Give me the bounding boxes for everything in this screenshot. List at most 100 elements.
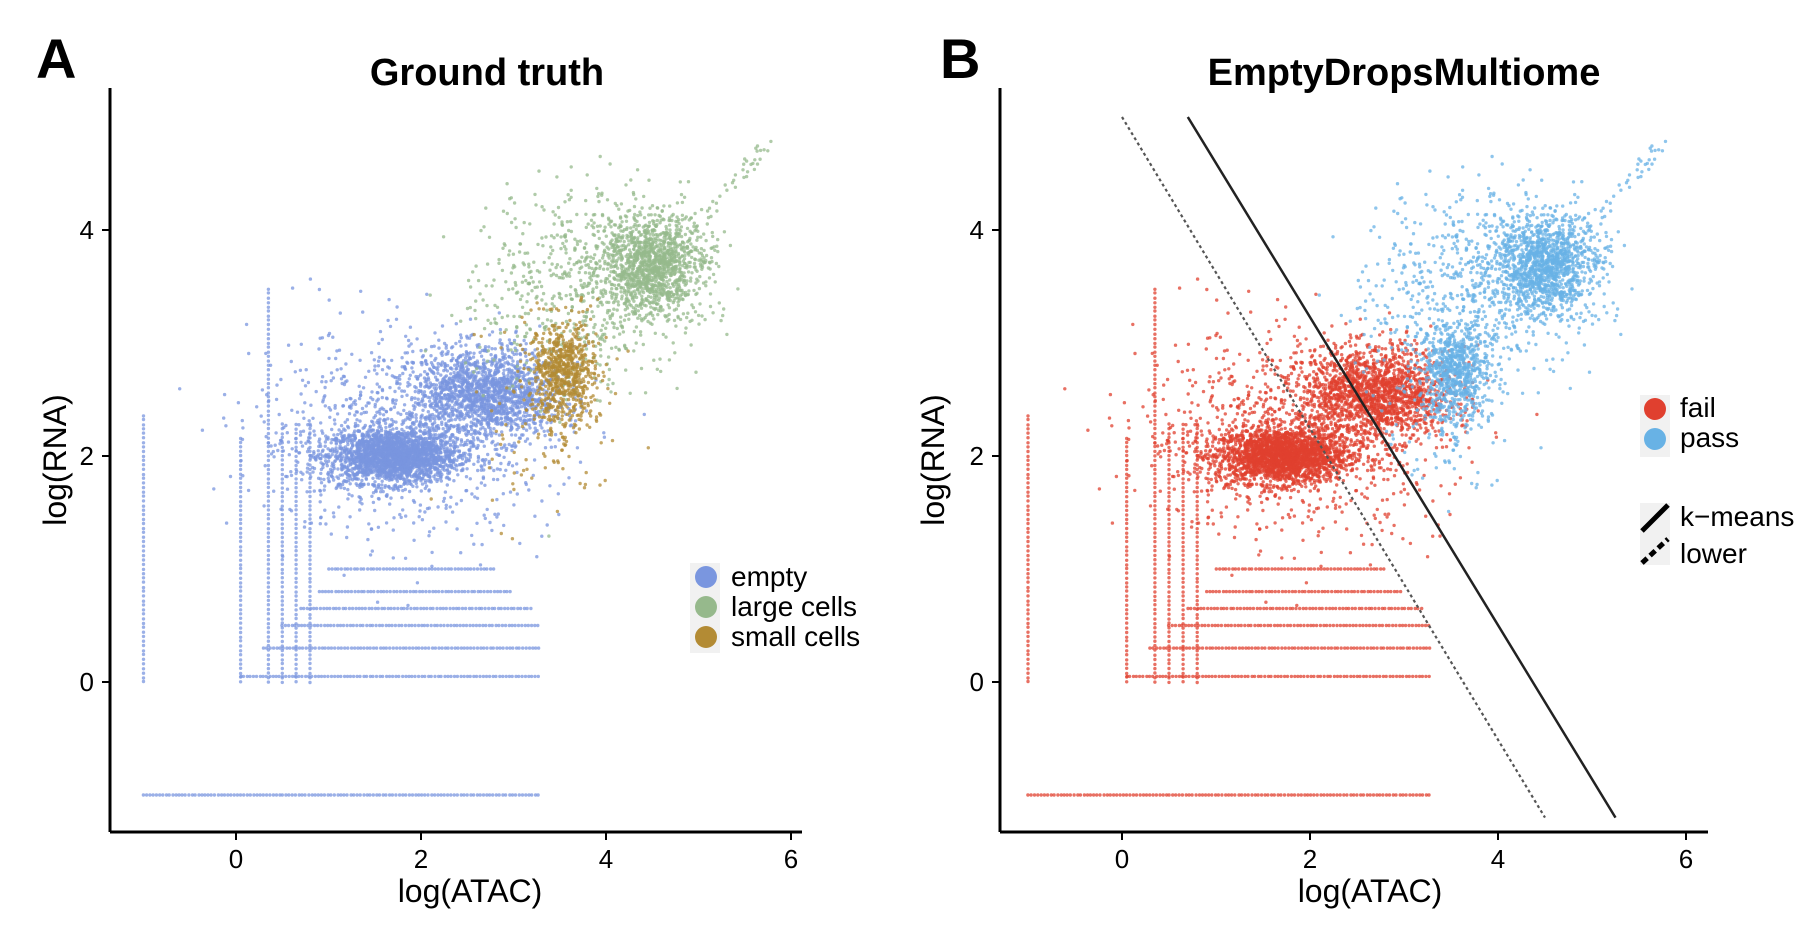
scatter-point: [413, 389, 417, 394]
scatter-point: [248, 674, 252, 679]
scatter-point: [365, 471, 369, 475]
scatter-point: [432, 371, 436, 376]
scatter-point: [448, 505, 452, 509]
scatter-point: [451, 441, 456, 445]
scatter-point: [444, 346, 448, 350]
scatter-point: [465, 646, 470, 650]
scatter-point: [377, 446, 382, 450]
scatter-point: [545, 523, 549, 527]
scatter-point: [320, 375, 325, 379]
scatter-point: [390, 674, 395, 679]
scatter-point: [472, 542, 476, 546]
scatter-point: [478, 674, 482, 679]
scatter-point: [216, 793, 221, 797]
scatter-point: [440, 324, 445, 328]
scatter-point: [333, 674, 337, 679]
scatter-point: [465, 382, 470, 386]
scatter-point: [232, 793, 236, 797]
scatter-point: [323, 508, 327, 512]
scatter-point: [323, 484, 327, 488]
scatter-point: [423, 370, 427, 374]
scatter-point: [394, 436, 399, 441]
scatter-point: [317, 437, 322, 441]
scatter-point: [275, 383, 279, 387]
scatter-point: [379, 449, 383, 454]
scatter-point: [413, 401, 418, 405]
scatter-point: [435, 408, 439, 412]
scatter-point: [327, 356, 331, 361]
scatter-point: [457, 450, 461, 454]
scatter-point: [369, 351, 374, 355]
scatter-point: [498, 646, 502, 650]
scatter-point: [530, 383, 535, 387]
scatter-point: [443, 411, 447, 416]
scatter-point: [502, 455, 506, 459]
scatter-point: [535, 555, 539, 559]
scatter-point: [386, 318, 390, 323]
scatter-point: [493, 512, 497, 516]
scatter-point: [388, 646, 392, 650]
scatter-point: [353, 424, 358, 428]
scatter-point: [436, 793, 440, 797]
scatter-point: [464, 488, 469, 493]
scatter-point: [495, 477, 500, 482]
scatter-point: [309, 403, 313, 407]
scatter-point: [545, 421, 549, 425]
scatter-point: [374, 489, 378, 493]
scatter-point: [523, 674, 528, 679]
scatter-point: [481, 475, 486, 479]
scatter-point: [449, 793, 453, 797]
scatter-point: [177, 793, 181, 797]
scatter-point: [260, 388, 265, 392]
scatter-point: [391, 488, 395, 492]
scatter-point: [477, 386, 482, 390]
scatter-point: [432, 439, 436, 443]
scatter-point: [412, 463, 417, 467]
scatter-point: [339, 463, 344, 467]
scatter-point: [513, 433, 518, 437]
scatter-point: [476, 459, 480, 464]
scatter-point: [358, 470, 362, 474]
scatter-point: [362, 410, 366, 415]
scatter-point: [486, 433, 490, 437]
scatter-point: [435, 368, 440, 372]
scatter-point: [367, 369, 371, 373]
scatter-point: [533, 674, 537, 679]
chart-title-a: Ground truth: [370, 52, 604, 94]
scatter-point: [376, 525, 381, 529]
scatter-point: [355, 674, 359, 679]
scatter-point: [319, 467, 324, 472]
scatter-point: [369, 469, 373, 473]
scatter-point: [375, 382, 379, 386]
scatter-point: [306, 380, 311, 385]
scatter-point: [263, 464, 267, 468]
scatter-point: [509, 375, 513, 379]
scatter-point: [406, 384, 410, 388]
scatter-point: [442, 468, 447, 472]
scatter-point: [487, 674, 492, 679]
scatter-point: [358, 483, 362, 487]
scatter-point: [395, 305, 399, 309]
scatter-point: [465, 398, 469, 402]
scatter-point: [406, 338, 411, 343]
scatter-point: [381, 445, 386, 449]
scatter-point: [347, 451, 351, 455]
scatter-point: [488, 520, 492, 525]
scatter-point: [420, 413, 424, 417]
scatter-point: [313, 793, 317, 797]
scatter-point: [447, 396, 452, 400]
scatter-point: [502, 474, 506, 478]
scatter-point: [475, 496, 480, 500]
scatter-point: [389, 407, 393, 412]
scatter-point: [482, 405, 486, 409]
scatter-point: [439, 406, 443, 411]
scatter-point: [323, 444, 327, 448]
scatter-point: [440, 439, 445, 443]
scatter-point: [433, 674, 437, 679]
scatter-point: [174, 793, 178, 797]
scatter-point: [399, 484, 403, 489]
scatter-point: [499, 416, 503, 420]
scatter-point: [642, 412, 646, 417]
scatter-point: [410, 674, 414, 679]
scatter-point: [384, 425, 388, 430]
